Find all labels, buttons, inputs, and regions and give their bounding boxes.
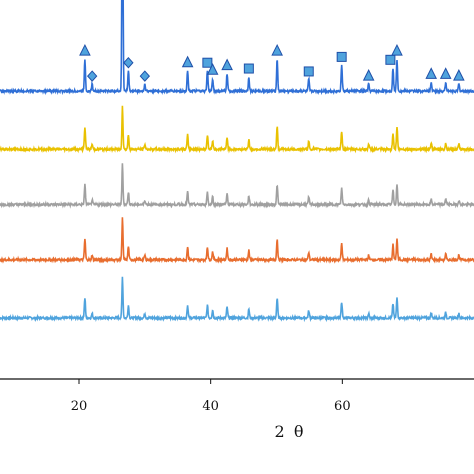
x-tick-label: 40 [202, 399, 219, 414]
series-line-1 [0, 0, 474, 96]
phase-marker-square [336, 51, 347, 62]
phase-marker-diamond [139, 70, 151, 82]
marker-layer [79, 43, 465, 82]
series-line-2 [0, 105, 474, 154]
series-line-3 [0, 163, 474, 209]
x-tick-label: 20 [71, 399, 88, 414]
phase-marker-square [385, 54, 396, 65]
phase-marker-square [243, 63, 254, 74]
phase-marker-triangle [221, 58, 233, 71]
phase-marker-triangle [439, 67, 452, 79]
phase-marker-triangle [425, 67, 438, 79]
phase-marker-triangle [453, 68, 465, 81]
phase-marker-triangle [271, 43, 283, 56]
phase-marker-triangle [362, 68, 375, 81]
phase-marker-square [303, 66, 314, 77]
phase-marker-triangle [391, 43, 403, 56]
x-axis-label: 2 θ [275, 422, 306, 441]
phase-marker-diamond [86, 70, 98, 82]
phase-marker-triangle [181, 55, 194, 68]
phase-marker-triangle [79, 43, 91, 56]
phase-marker-square [202, 57, 213, 68]
series-layer [0, 0, 474, 323]
series-line-4 [0, 217, 474, 264]
phase-marker-triangle [206, 63, 219, 75]
series-line-5 [0, 276, 474, 323]
x-axis-ticks: 20 40 60 [71, 379, 351, 414]
phase-marker-diamond [123, 56, 134, 69]
x-tick-label: 60 [334, 399, 351, 414]
